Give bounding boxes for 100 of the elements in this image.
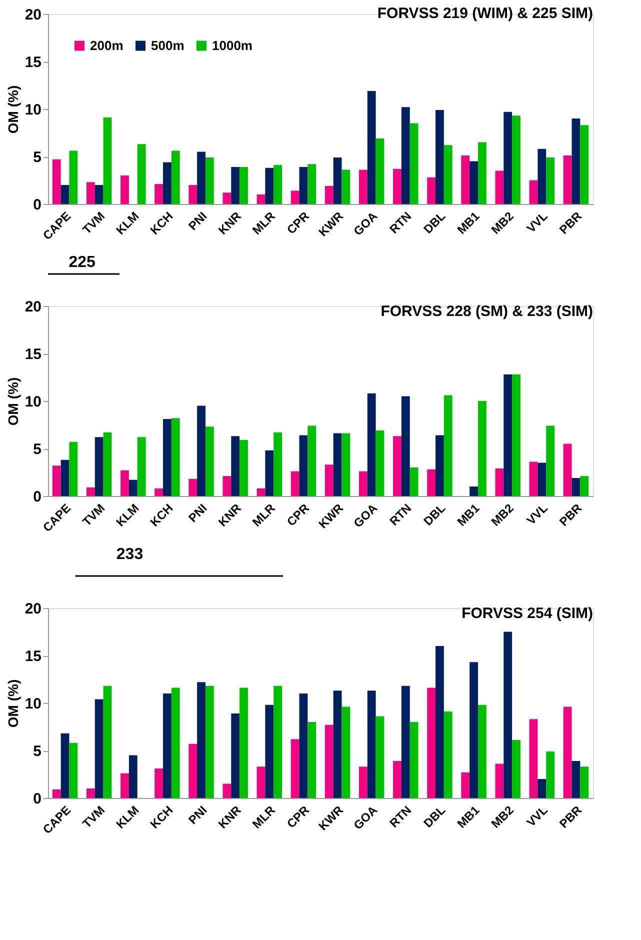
bar: [308, 164, 316, 204]
bar: [358, 471, 368, 496]
y-tick-label: 5: [33, 149, 42, 166]
x-tick-label: PNI: [186, 209, 210, 234]
bar: [358, 766, 368, 798]
bar: [546, 751, 555, 798]
y-tick-label: 0: [33, 488, 42, 506]
y-axis-title: OM (%): [4, 85, 21, 134]
bar: [376, 430, 384, 496]
bar: [120, 773, 129, 798]
bar: [410, 722, 418, 798]
bar: [512, 374, 520, 496]
bar: [342, 433, 350, 496]
bar: [308, 426, 316, 496]
bar: [171, 688, 180, 798]
bar: [52, 159, 61, 204]
bar: [197, 682, 206, 798]
x-tick-label: DBL: [420, 501, 448, 528]
bar: [393, 436, 402, 496]
bar: [444, 712, 452, 798]
legend-label: 200m: [90, 38, 124, 53]
bar: [103, 686, 112, 798]
bar: [222, 476, 232, 496]
bar: [529, 180, 538, 204]
bar: [274, 432, 282, 496]
bar: [504, 632, 512, 798]
bar: [240, 166, 248, 204]
bar: [444, 395, 452, 496]
bar: [128, 480, 138, 496]
bar: [154, 768, 164, 798]
bar: [478, 142, 486, 204]
bar: [376, 716, 384, 798]
y-axis-title: OM (%): [4, 679, 21, 728]
x-tick-label: DBL: [420, 803, 448, 830]
bar: [495, 764, 504, 798]
bar: [470, 662, 478, 798]
text: 233: [116, 546, 144, 563]
bar: [342, 706, 350, 798]
bar: [69, 742, 78, 798]
bar: [274, 686, 282, 798]
chart-title: FORVSS 228 (SM) & 233 (SIM): [380, 303, 593, 320]
bar: [572, 118, 580, 204]
y-tick-label: 10: [24, 394, 42, 410]
bar: [538, 779, 546, 798]
bar: [512, 740, 520, 798]
bar: [222, 192, 232, 204]
bar: [436, 110, 444, 204]
y-tick-label: 5: [33, 743, 42, 760]
bar: [265, 450, 274, 496]
bar: [69, 442, 78, 496]
bar: [154, 184, 164, 204]
bar: [290, 471, 300, 496]
bar: [256, 766, 266, 798]
bar: [478, 704, 486, 798]
chart-title: FORVSS 254 (SIM): [462, 605, 593, 622]
bar: [444, 145, 452, 204]
bar: [205, 426, 214, 496]
bar: [572, 478, 580, 496]
bar: [436, 646, 444, 798]
bar: [290, 739, 300, 798]
y-tick-label: 0: [33, 196, 42, 214]
bar: [333, 157, 342, 204]
bar: [290, 190, 300, 204]
bar: [128, 755, 138, 798]
legend-label: 1000m: [212, 38, 252, 53]
x-tick-label: PNI: [186, 501, 210, 526]
bar: [461, 156, 470, 204]
bar: [512, 116, 520, 204]
bar: [52, 466, 61, 496]
bar: [367, 690, 376, 798]
bar: [299, 166, 308, 204]
bar: [308, 722, 316, 798]
bar: [171, 150, 180, 204]
bar: [580, 476, 589, 496]
bar: [546, 426, 555, 496]
y-tick-label: 15: [24, 54, 42, 71]
bar: [205, 157, 214, 204]
bar: [367, 393, 376, 496]
bar: [538, 462, 546, 496]
bar: [342, 170, 350, 204]
bar: [86, 182, 95, 204]
bar: [231, 436, 240, 496]
bar: [265, 168, 274, 204]
bar: [256, 194, 266, 204]
bar: [299, 694, 308, 798]
bar: [154, 488, 164, 496]
bar: [393, 760, 402, 798]
bar: [86, 487, 95, 496]
bar: [563, 156, 572, 204]
bar: [563, 706, 572, 798]
bar: [563, 444, 572, 496]
bar: [197, 152, 206, 204]
bar: [401, 396, 410, 496]
bar: [94, 437, 104, 496]
bar: [410, 123, 418, 204]
bar: [410, 468, 418, 496]
legend-label: 500m: [151, 38, 184, 53]
x-tick-label: VVL: [524, 501, 550, 528]
bar: [367, 90, 376, 204]
bar: [324, 724, 334, 798]
